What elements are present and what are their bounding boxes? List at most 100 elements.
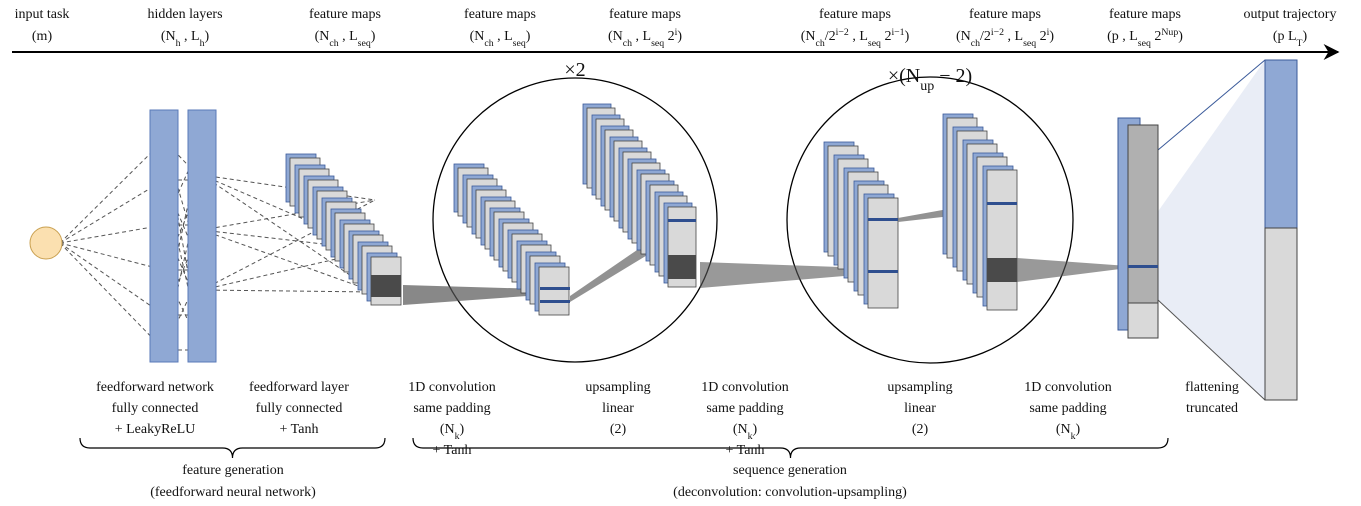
group-label: feature generation (182, 463, 283, 478)
column-label: feature maps (309, 7, 381, 22)
column-label: (p LT) (1273, 29, 1308, 49)
column-label: input task (15, 7, 70, 22)
dense-link (201, 199, 376, 231)
text-part: ×2 (564, 59, 585, 81)
text-part: linear (904, 401, 936, 416)
text-part: feature maps (464, 7, 536, 22)
text-part: ) (1076, 422, 1081, 437)
operation-label: 1D convolution (1024, 380, 1112, 395)
brace (79, 437, 386, 459)
text-part: ) (677, 29, 682, 44)
text-part: , L (1004, 29, 1023, 44)
subscript: ch (816, 38, 825, 49)
operation-label: fully connected (112, 401, 199, 416)
loop-circle (432, 77, 718, 363)
text-part: ) (371, 29, 376, 44)
text-part: (2) (610, 422, 627, 437)
text-part: (N (470, 29, 485, 44)
text-part: (N (1056, 422, 1071, 437)
text-part: fully connected (256, 401, 343, 416)
text-part: truncated (1186, 401, 1238, 416)
column-label: feature maps (464, 7, 536, 22)
dense-link (201, 289, 376, 293)
text-part: feature maps (609, 7, 681, 22)
flatten-edge (1157, 59, 1266, 151)
column-label: (m) (32, 29, 53, 44)
operation-label: 1D convolution (701, 380, 789, 395)
kernel-row (868, 270, 898, 273)
text-part: (N (733, 422, 748, 437)
dense-link (201, 229, 376, 251)
operation-label: truncated (1186, 401, 1238, 416)
text-part: same padding (706, 401, 783, 416)
column-label: (Nh , Lh) (161, 29, 210, 49)
text-part: flattening (1185, 380, 1239, 395)
column-label: feature maps (609, 7, 681, 22)
operation-label: (Nk) (733, 422, 758, 442)
column-label: (Nch/2i−2 , Lseq 2i) (956, 27, 1054, 49)
column-label: feature maps (819, 7, 891, 22)
dense-link (59, 242, 165, 316)
column-label: (Nch , Lseq) (315, 29, 376, 49)
operation-label: fully connected (256, 401, 343, 416)
kernel-window (668, 255, 696, 279)
subscript: seq (358, 38, 371, 49)
operation-label: same padding (706, 401, 783, 416)
brace (412, 437, 1169, 459)
text-part: (N (608, 29, 623, 44)
subscript: ch (971, 38, 980, 49)
subscript: h (200, 38, 205, 49)
text-part: (deconvolution: convolution-upsampling) (673, 485, 907, 500)
text-part: 2 (664, 29, 675, 44)
dense-link (59, 139, 165, 244)
text-part: ) (905, 29, 910, 44)
superscript: i−2 (836, 27, 849, 38)
hidden-layer (149, 109, 179, 363)
dense-link (59, 179, 165, 244)
text-part: (N (440, 422, 455, 437)
input-node (29, 226, 63, 260)
text-part: 1D convolution (701, 380, 789, 395)
text-part: (p , L (1107, 29, 1138, 44)
text-part: ) (460, 422, 465, 437)
operation-label: feedforward network (96, 380, 214, 395)
text-part: same padding (413, 401, 490, 416)
subscript: k (748, 431, 753, 442)
text-part: (2) (912, 422, 929, 437)
text-part: 2 (1036, 29, 1047, 44)
kernel-row (540, 300, 570, 303)
subscript: seq (651, 38, 664, 49)
text-part: ×(N (888, 65, 920, 87)
feature-map (538, 266, 570, 316)
text-part: (feedforward neural network) (150, 485, 316, 500)
subscript: up (920, 79, 934, 94)
hidden-layer (187, 109, 217, 363)
kernel-window (987, 258, 1017, 282)
column-label: feature maps (1109, 7, 1181, 22)
kernel-row (668, 219, 696, 222)
superscript: Nup (1161, 27, 1178, 38)
text-part: upsampling (585, 380, 650, 395)
text-part: same padding (1029, 401, 1106, 416)
operation-label: linear (602, 401, 634, 416)
operation-label: + LeakyReLU (115, 422, 196, 437)
operation-label: (2) (610, 422, 627, 437)
text-part: , L (494, 29, 513, 44)
column-label: output trajectory (1244, 7, 1337, 22)
superscript: i (675, 27, 678, 38)
text-part: ) (1178, 29, 1183, 44)
operation-label: + Tanh (726, 443, 765, 458)
text-part: /2 (980, 29, 991, 44)
text-part: (N (315, 29, 330, 44)
operation-label: upsampling (887, 380, 952, 395)
text-part: feature maps (1109, 7, 1181, 22)
text-part: ) (526, 29, 531, 44)
column-label: (Nch , Lseq) (470, 29, 531, 49)
text-part: 1D convolution (1024, 380, 1112, 395)
text-part: ) (753, 422, 758, 437)
operation-label: flattening (1185, 380, 1239, 395)
connection (1118, 60, 1297, 400)
network (29, 59, 1298, 401)
column-label: (Nch , Lseq 2i) (608, 27, 682, 49)
